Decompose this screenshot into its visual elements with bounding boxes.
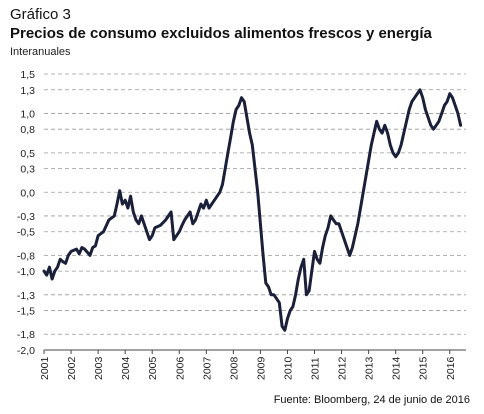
y-tick-label: 0,8 <box>20 124 35 136</box>
chart-source: Fuente: Bloomberg, 24 de junio de 2016 <box>273 394 470 406</box>
y-tick-label: -1,8 <box>17 329 35 341</box>
x-tick-label: 2009 <box>255 356 267 380</box>
x-tick-label: 2007 <box>201 356 213 380</box>
x-tick-label: 2002 <box>66 356 78 380</box>
x-tick-label: 2005 <box>147 356 159 380</box>
y-tick-label: -0,3 <box>17 211 35 223</box>
y-tick-label: 0,3 <box>20 164 35 176</box>
x-tick-label: 2016 <box>445 356 457 380</box>
x-tick-label: 2001 <box>39 356 51 380</box>
y-tick-label: 0,0 <box>20 187 35 199</box>
x-tick-label: 2010 <box>282 356 294 380</box>
x-tick-label: 2011 <box>310 357 322 380</box>
y-tick-label: -0,5 <box>17 227 35 239</box>
y-tick-label: -2,0 <box>17 345 35 357</box>
y-tick-label: 1,3 <box>20 85 35 97</box>
series-line <box>42 88 463 332</box>
y-tick-label: 0,5 <box>20 148 35 160</box>
y-tick-label: -1,5 <box>17 306 35 318</box>
x-tick-label: 2003 <box>93 356 105 380</box>
y-tick-label: -0,8 <box>17 250 35 262</box>
chart-title: Precios de consumo excluidos alimentos f… <box>10 25 432 42</box>
chart-label: Gráfico 3 <box>10 6 71 23</box>
x-tick-label: 2008 <box>228 356 240 380</box>
x-tick-label: 2015 <box>418 356 430 380</box>
x-tick-label: 2004 <box>120 356 132 380</box>
y-tick-label: -1,3 <box>17 290 35 302</box>
chart-header: Gráfico 3 Precios de consumo excluidos a… <box>10 6 478 59</box>
chart-subtitle: Interanuales <box>10 46 71 58</box>
y-tick-label: -1,0 <box>17 266 35 278</box>
x-tick-label: 2013 <box>364 356 376 380</box>
y-tick-label: 1,5 <box>20 69 35 81</box>
y-tick-label: 1,0 <box>20 108 35 120</box>
x-tick-label: 2012 <box>337 356 349 380</box>
x-tick-label: 2014 <box>391 356 403 380</box>
x-tick-label: 2006 <box>174 356 186 380</box>
